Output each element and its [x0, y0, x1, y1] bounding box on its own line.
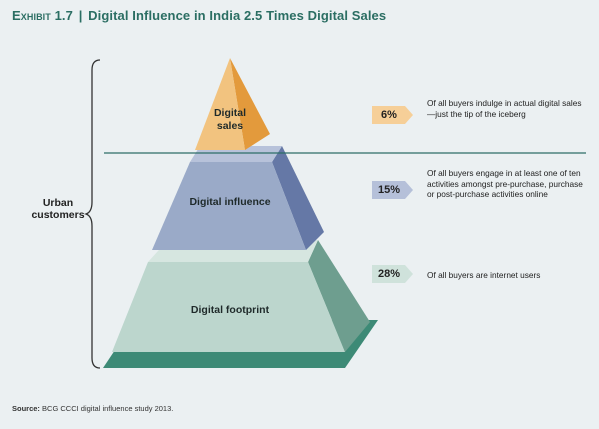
- footprint-front: [112, 262, 345, 352]
- sales-front: [195, 58, 245, 150]
- sales-side: [230, 58, 270, 150]
- influence-front: [152, 162, 306, 250]
- source-note: Source: BCG CCCI digital influence study…: [12, 404, 173, 413]
- footprint-side: [308, 240, 370, 352]
- sales-badge-shape: [372, 106, 413, 124]
- footprint-badge-shape: [372, 265, 413, 283]
- urban-customers-brace: [83, 59, 101, 369]
- influence-side: [272, 146, 324, 250]
- source-label: Source:: [12, 404, 40, 413]
- influence-badge-shape: [372, 181, 413, 199]
- footprint-percent-badge: 28%: [377, 268, 401, 280]
- title-text: Digital Influence in India 2.5 Times Dig…: [88, 8, 387, 23]
- digital-influence-label: Digital influence: [189, 196, 271, 208]
- footprint-description: Of all buyers are internet users: [427, 270, 541, 280]
- digital-sales-label: Digital sales: [213, 107, 247, 132]
- exhibit-title: Exhibit 1.7 | Digital Influence in India…: [12, 8, 386, 23]
- title-separator: |: [78, 8, 83, 23]
- sales-description: Of all buyers indulge in actual digital …: [427, 98, 582, 119]
- exhibit-number: Exhibit 1.7: [12, 8, 73, 23]
- influence-description: Of all buyers engage in at least one of …: [427, 168, 583, 200]
- urban-customers-label: Urban customers: [31, 197, 85, 221]
- digital-footprint-label: Digital footprint: [190, 304, 270, 316]
- sales-percent-badge: 6%: [381, 109, 397, 121]
- source-text: BCG CCCI digital influence study 2013.: [42, 404, 174, 413]
- influence-percent-badge: 15%: [377, 184, 401, 196]
